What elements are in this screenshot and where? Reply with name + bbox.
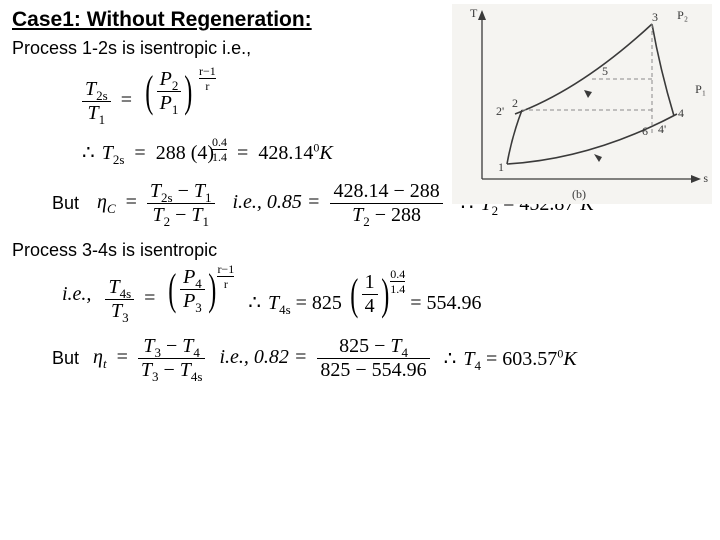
node-5: 5: [602, 64, 608, 79]
p1-label: P₁: [695, 82, 706, 97]
node-6: 6: [642, 124, 648, 139]
node-2: 2: [512, 96, 518, 111]
t-axis-label: T: [470, 6, 477, 21]
but-label-2: But: [52, 348, 79, 369]
p2-label: P₂: [677, 8, 688, 23]
ts-diagram: T s 1 2 2' 3 4 4' 5 6 P₂ P₁ (b): [452, 4, 712, 204]
s-axis-label: s: [703, 171, 708, 186]
node-2p: 2': [496, 104, 504, 119]
process-3-4s-text: Process 3-4s is isentropic: [12, 240, 708, 261]
subfig-b: (b): [572, 187, 586, 202]
node-4p: 4': [658, 122, 666, 137]
equation-ratio-t4s-t3: i.e., T4s T3 = ( P4 P3 ) r−1r ∴: [62, 267, 708, 322]
but-label-1: But: [52, 193, 79, 214]
node-1: 1: [498, 160, 504, 175]
node-3: 3: [652, 10, 658, 25]
eta-t-row: But ηt = T3 − T4 T3 − T4s i.e., 0.82 = 8…: [52, 336, 708, 381]
node-4: 4: [678, 106, 684, 121]
